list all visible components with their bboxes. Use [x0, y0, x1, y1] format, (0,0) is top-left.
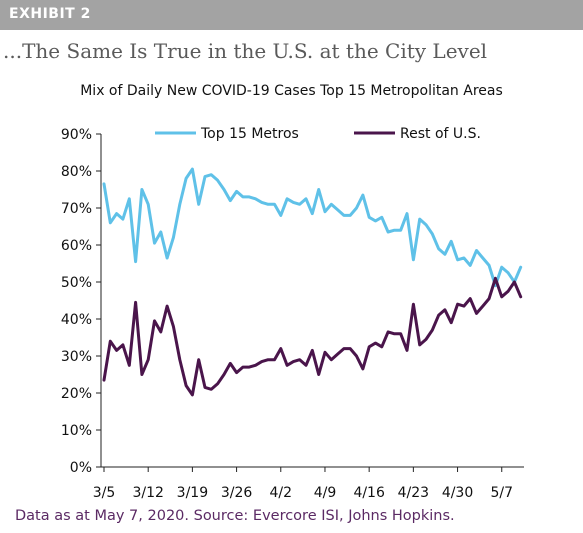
x-tick-label: 3/19 [177, 485, 208, 501]
headline: ...The Same Is True in the U.S. at the C… [3, 39, 488, 63]
series-line-top-15-metros [102, 167, 523, 288]
exhibit-banner: EXHIBIT 2 [0, 0, 583, 30]
legend-label: Top 15 Metros [200, 126, 299, 142]
legend-label: Rest of U.S. [400, 126, 481, 142]
y-tick-label: 60% [61, 238, 92, 254]
y-tick-label: 20% [61, 386, 92, 402]
chart-title: Mix of Daily New COVID-19 Cases Top 15 M… [80, 83, 503, 99]
y-tick-label: 40% [61, 312, 92, 328]
x-tick-label: 4/9 [314, 485, 337, 501]
y-tick-label: 70% [61, 201, 92, 217]
y-tick-label: 10% [61, 423, 92, 439]
series-line-rest-of-us [102, 276, 523, 397]
x-tick-label: 3/5 [93, 485, 116, 501]
y-tick-label: 90% [61, 127, 92, 143]
x-tick-label: 4/16 [353, 485, 385, 501]
x-axis: 3/5 3/12 3/19 3/26 4/2 4/9 4/16 4/23 4/30 5/7 [93, 466, 524, 501]
x-tick-label: 4/2 [270, 485, 293, 501]
y-tick-label: 50% [61, 275, 92, 291]
x-tick-label: 4/30 [442, 485, 473, 501]
legend: Top 15 Metros Rest of U.S. [155, 126, 481, 142]
y-tick-label: 0% [70, 460, 92, 476]
source-note: Data as at May 7, 2020. Source: Evercore… [15, 508, 455, 524]
exhibit-label: EXHIBIT 2 [9, 6, 91, 22]
x-tick-label: 3/26 [221, 485, 253, 501]
y-axis: 0% 10% 20% 30% 40% 50% 60% 70% 80% 90% [61, 127, 102, 476]
series-lines [102, 167, 523, 397]
x-tick-label: 3/12 [132, 485, 163, 501]
x-tick-label: 5/7 [490, 485, 513, 501]
y-tick-label: 30% [61, 349, 92, 365]
y-tick-label: 80% [61, 164, 92, 180]
x-tick-label: 4/23 [398, 485, 429, 501]
